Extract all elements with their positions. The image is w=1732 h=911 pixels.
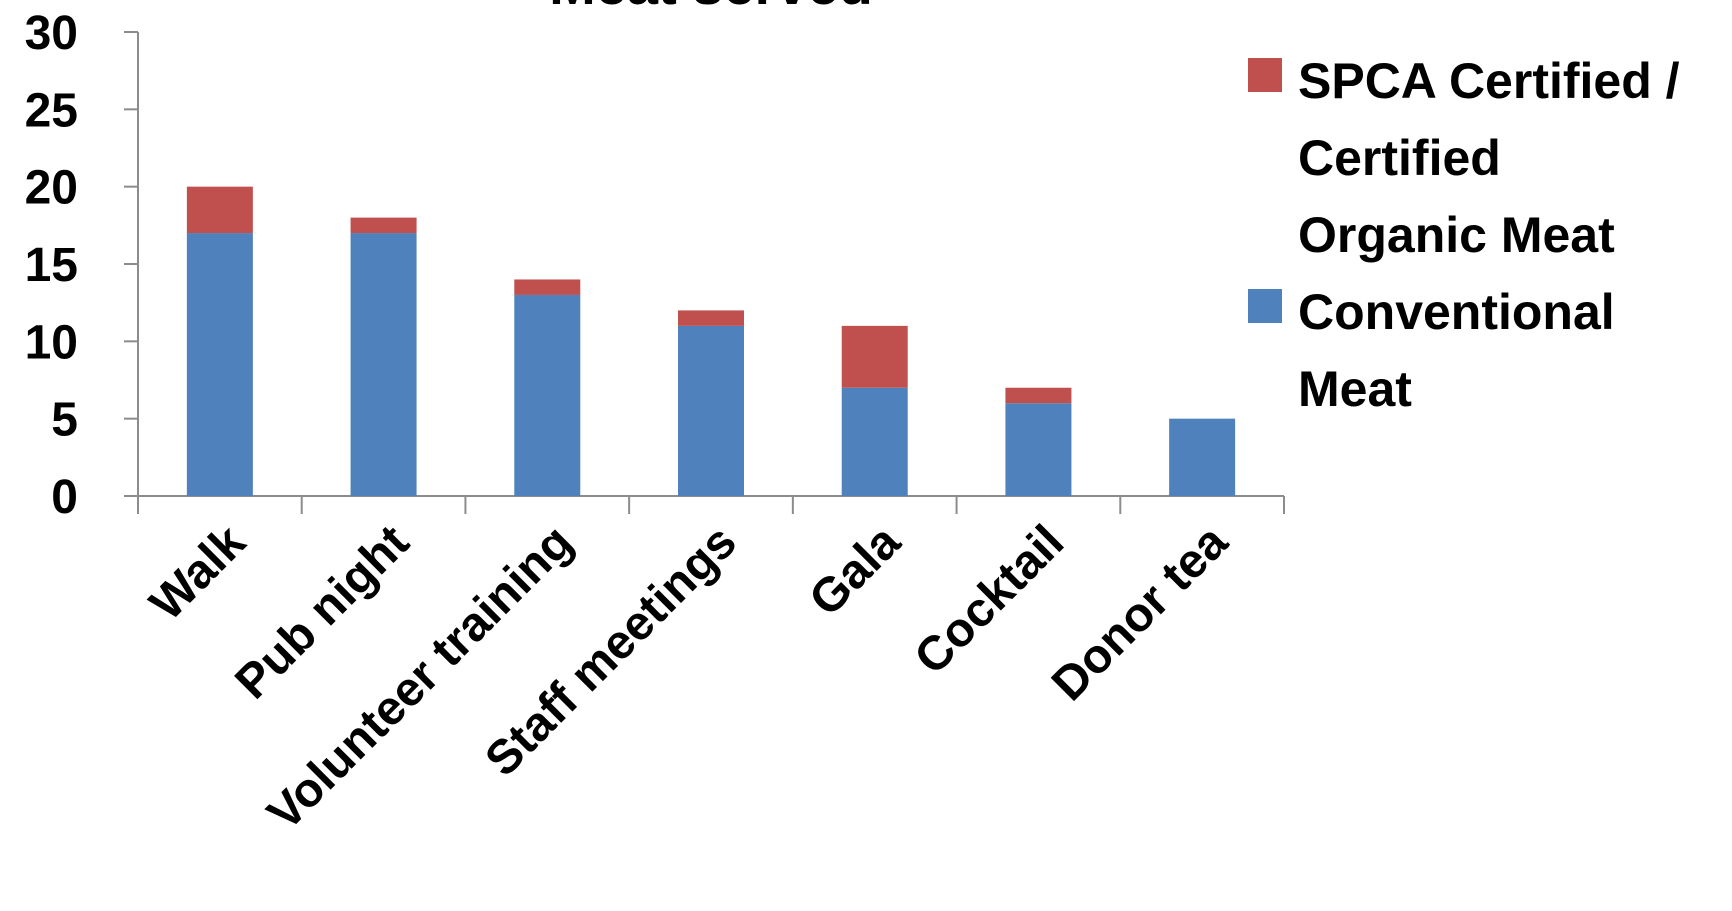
bar-segment-certified bbox=[1005, 387, 1072, 404]
y-tick-label: 10 bbox=[25, 316, 78, 369]
bar-segment-certified bbox=[514, 279, 581, 295]
bar-segment-conventional bbox=[841, 387, 908, 496]
y-tick-labels: 0 5 10 15 20 25 30 bbox=[25, 7, 78, 524]
x-category-label: Cocktail bbox=[905, 515, 1075, 685]
x-category-label: Donor tea bbox=[1042, 515, 1238, 711]
bar-segment-conventional bbox=[678, 325, 744, 496]
bar-segment-conventional bbox=[186, 233, 253, 497]
chart-axes bbox=[124, 31, 1285, 514]
bar-segment-conventional bbox=[514, 294, 581, 496]
legend-label: Meat bbox=[1298, 361, 1412, 417]
y-tick-label: 5 bbox=[51, 394, 78, 447]
y-tick-label: 30 bbox=[25, 7, 78, 60]
y-tick-label: 15 bbox=[25, 239, 78, 292]
y-tick-label: 0 bbox=[51, 471, 78, 524]
bar-segment-conventional bbox=[1005, 403, 1072, 496]
legend-swatch bbox=[1248, 289, 1282, 323]
x-category-label: Walk bbox=[140, 515, 256, 631]
x-category-label: Gala bbox=[799, 515, 910, 626]
y-tick-label: 25 bbox=[25, 84, 78, 137]
y-tick-label: 20 bbox=[25, 162, 78, 215]
chart-title-group: Meat served bbox=[549, 0, 873, 16]
bar-segment-certified bbox=[678, 310, 744, 326]
legend-label: Conventional bbox=[1298, 284, 1615, 340]
legend-label: SPCA Certified / bbox=[1298, 53, 1680, 109]
chart-legend: SPCA Certified / Certified Organic Meat Con… bbox=[1248, 53, 1680, 417]
bar-segment-certified bbox=[841, 325, 908, 388]
legend-label: Certified bbox=[1298, 130, 1501, 186]
bar-segment-certified bbox=[350, 217, 417, 234]
legend-swatch bbox=[1248, 58, 1282, 92]
chart-title: Meat served bbox=[549, 0, 873, 16]
x-category-label: Volunteer training bbox=[258, 515, 583, 840]
bar-segment-conventional bbox=[350, 233, 417, 497]
legend-label: Organic Meat bbox=[1298, 207, 1615, 263]
chart-bars bbox=[186, 186, 1236, 497]
bar-segment-conventional bbox=[1169, 418, 1236, 496]
bar-segment-certified bbox=[186, 186, 253, 234]
